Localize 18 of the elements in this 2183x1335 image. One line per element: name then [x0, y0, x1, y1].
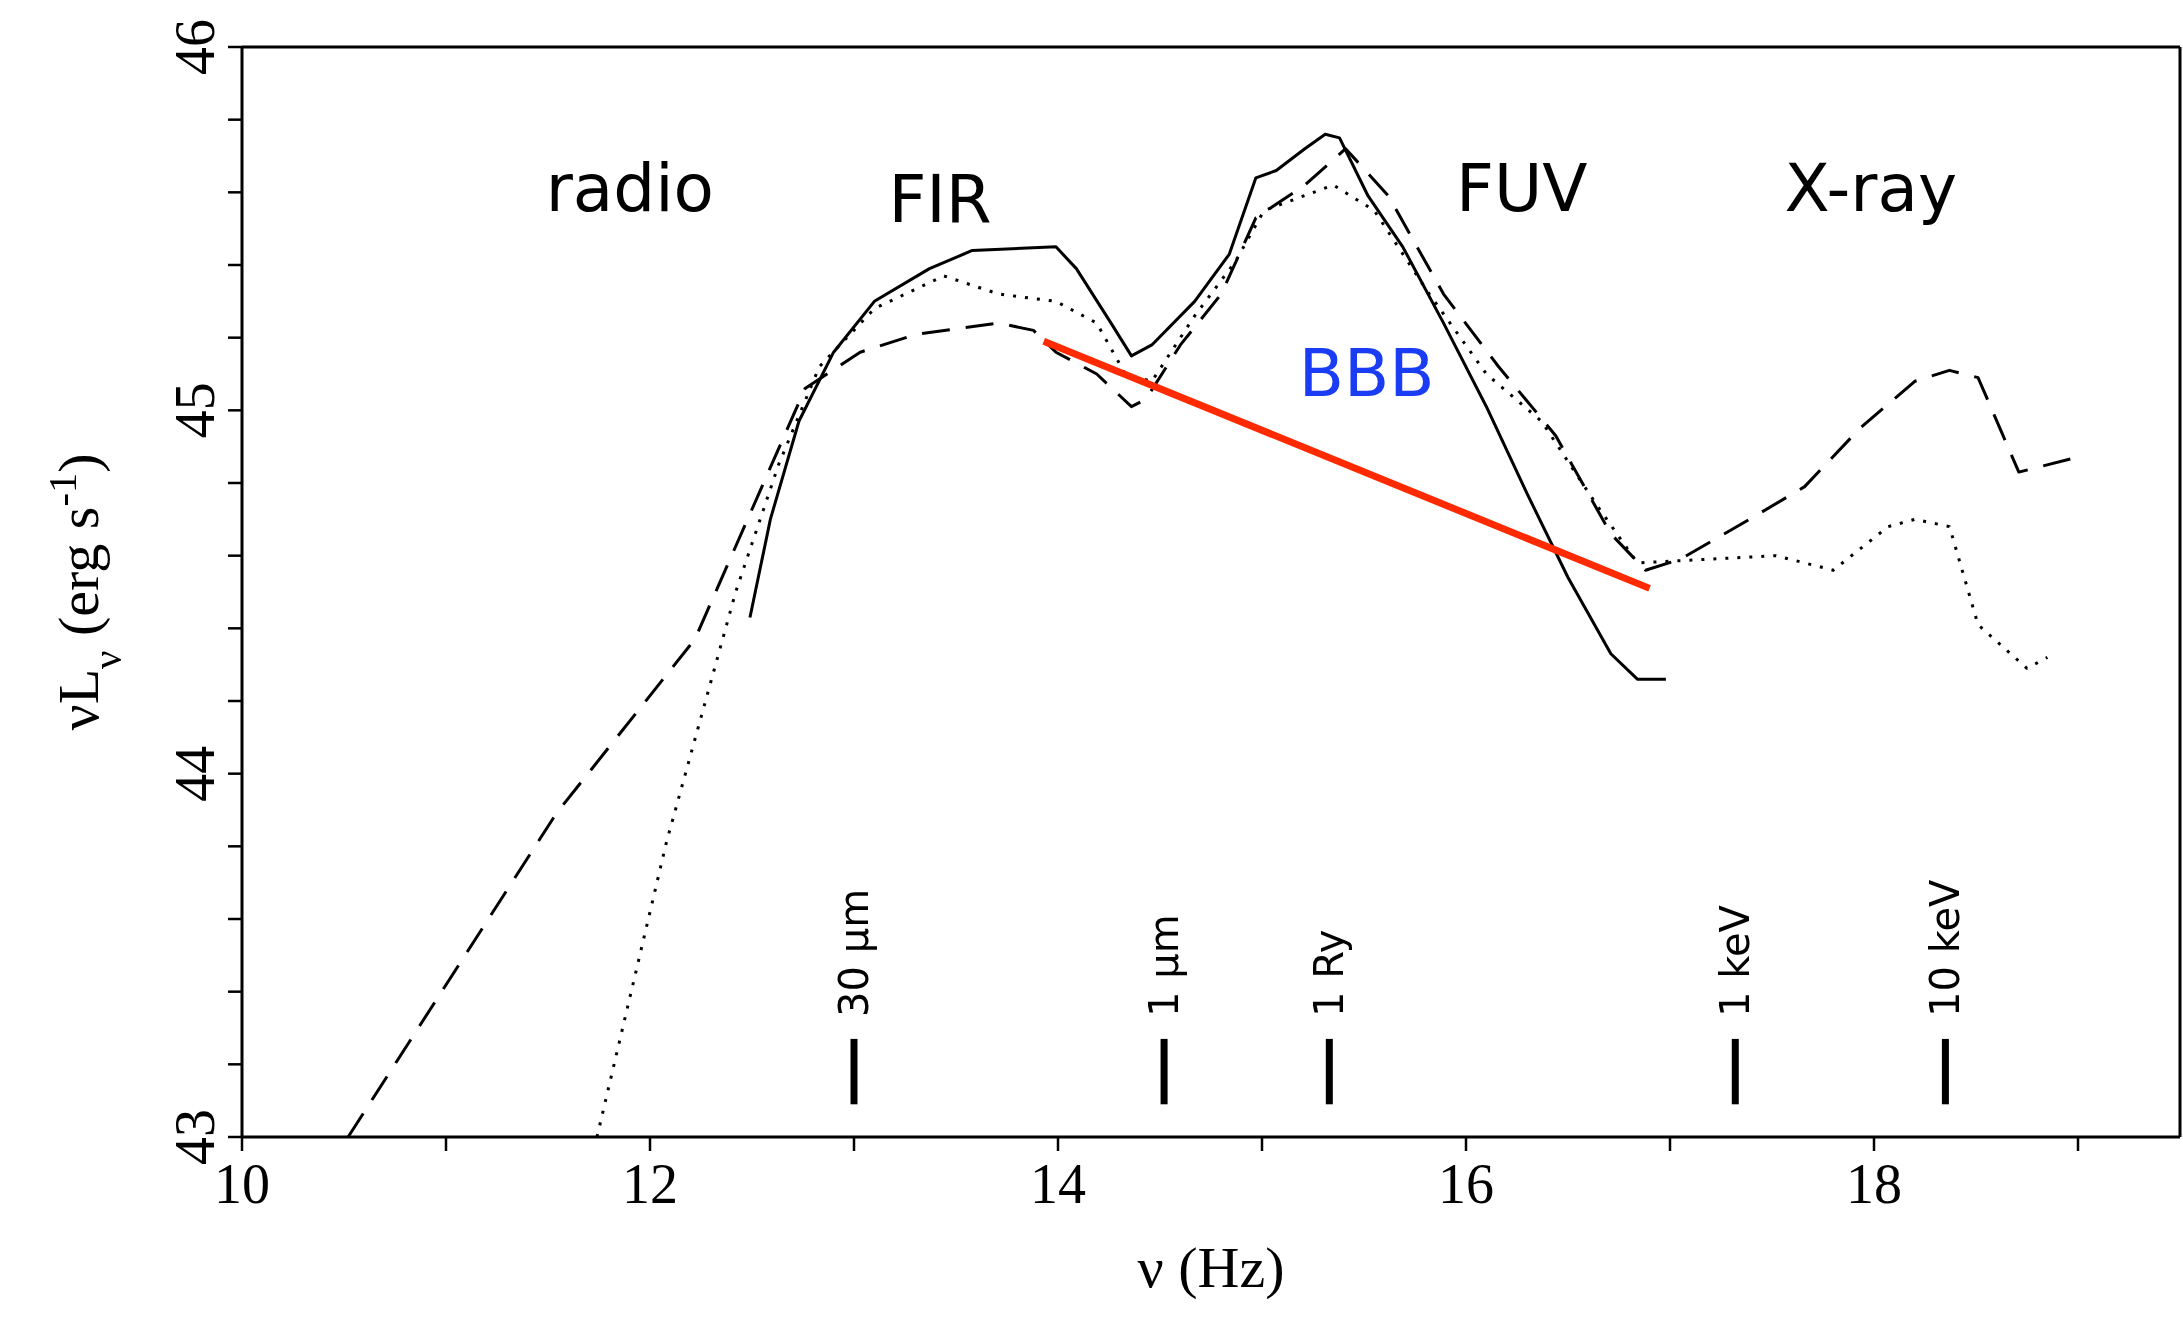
ref-line-label: 1 Ry	[1306, 929, 1353, 1017]
annotation: FUV	[1456, 149, 1588, 227]
y-tick-label: 45	[164, 382, 226, 439]
annotation: radio	[545, 149, 714, 227]
annotation: X-ray	[1784, 149, 1957, 227]
ref-line-label: 1 keV	[1712, 904, 1759, 1017]
x-tick-label: 18	[1846, 1153, 1902, 1215]
x-tick-label: 12	[622, 1153, 678, 1215]
ref-line-label: 30 µm	[831, 888, 877, 1017]
y-tick-label: 46	[164, 19, 226, 75]
y-tick-label: 44	[164, 745, 226, 802]
annotation: FIR	[888, 160, 992, 238]
ref-line-label: 10 keV	[1922, 878, 1969, 1017]
ref-line-label: 1 µm	[1141, 914, 1188, 1017]
x-tick-label: 14	[1030, 1153, 1086, 1215]
annotation: BBB	[1298, 334, 1435, 412]
x-axis-title: ν (Hz)	[1137, 1235, 1285, 1300]
x-tick-label: 16	[1438, 1153, 1494, 1215]
